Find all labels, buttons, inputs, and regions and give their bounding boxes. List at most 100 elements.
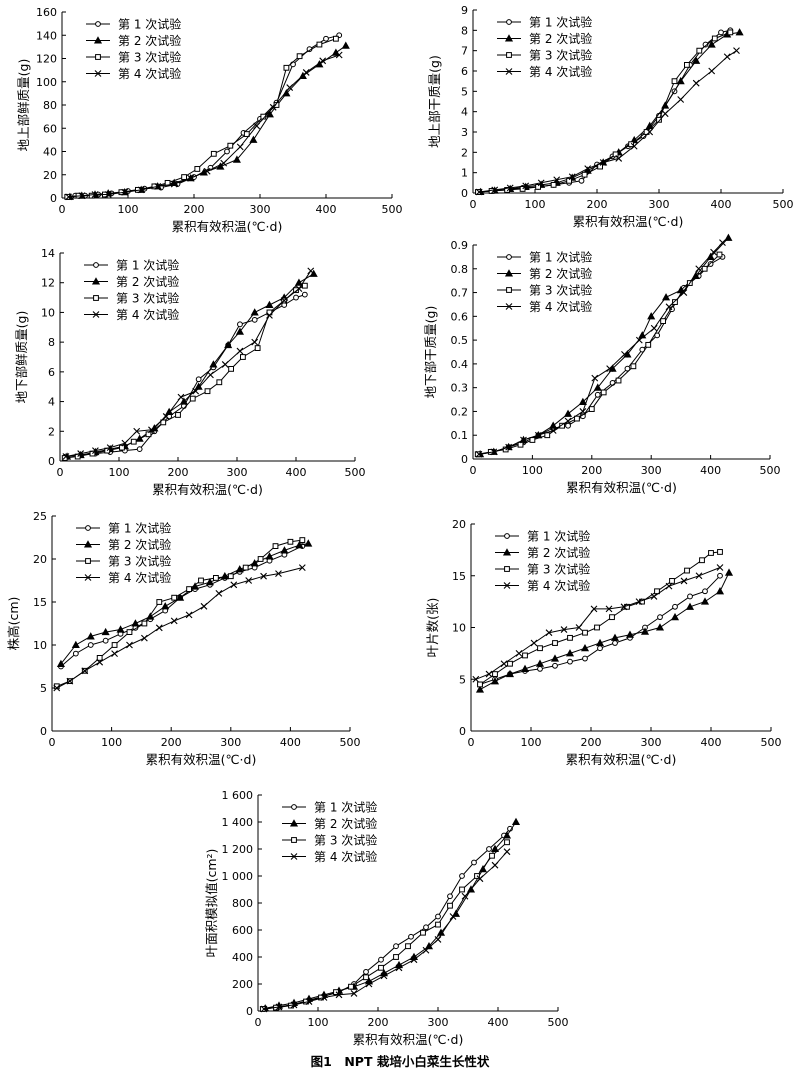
x-tick-label: 300 [641,464,662,477]
series-line [67,273,314,457]
series-4 [260,848,511,1013]
data-point [409,952,419,961]
x-tick-label: 0 [59,203,66,216]
series-3 [475,29,734,195]
data-point [96,658,104,666]
legend-label: 第 2 次试验 [108,537,171,552]
x-tick-label: 0 [57,466,64,479]
data-point [471,859,477,866]
y-tick-label: 40 [43,146,57,159]
data-point [316,41,323,48]
data-point [530,639,538,647]
x-tick-label: 300 [428,1016,449,1029]
data-point [363,968,369,975]
y-tick-label: 10 [33,639,47,652]
data-point [203,167,211,175]
y-tick-label: 0 [40,725,47,738]
legend-marker [506,19,512,25]
data-point [295,541,304,549]
data-point [227,573,234,580]
data-point [228,365,234,372]
data-point [299,537,306,543]
data-point [232,155,241,163]
data-point [485,670,493,678]
x-tick-label: 200 [581,464,602,477]
data-point [549,421,558,429]
data-point [545,629,553,637]
data-point [461,892,469,900]
series-1 [476,27,734,195]
y-tick-label: 5 [459,673,466,686]
y-tick-label: 0.4 [451,358,469,371]
data-point [192,387,200,395]
legend-marker [92,311,100,318]
data-point [335,51,343,59]
legend-label: 第 3 次试验 [108,554,171,569]
legend-label: 第 3 次试验 [116,291,179,306]
y-tick-label: 20 [43,169,57,182]
y-tick-label: 2 [48,425,55,438]
x-tick-label: 100 [522,464,543,477]
data-point [680,289,688,296]
y-tick-label: 25 [33,510,47,523]
data-point [136,446,143,453]
y-tick-label: 0 [461,187,468,200]
x-tick-label: 0 [470,198,477,211]
legend-label: 第 3 次试验 [529,48,592,63]
data-point [676,76,685,85]
figure-caption: 图1 NPT 栽培小白菜生长性状 [311,1054,490,1069]
data-point [717,572,723,579]
data-point [251,338,259,346]
data-point [537,666,543,672]
data-point [716,564,724,571]
data-point [594,624,600,631]
legend-label: 第 3 次试验 [118,50,181,65]
data-point [220,571,229,580]
data-point [283,64,290,71]
data-point [106,444,114,452]
legend-label: 第 4 次试验 [314,849,377,864]
series-3 [259,839,510,1012]
data-point [245,577,253,584]
data-point [505,443,513,451]
series-4 [472,564,724,683]
legend-label: 第 1 次试验 [527,529,590,544]
x-tick-label: 300 [250,203,271,216]
data-point [695,572,703,580]
y-tick-label: 0 [459,725,466,738]
data-point [378,964,384,971]
data-point [96,655,103,661]
data-point [578,177,585,184]
x-tick-label: 500 [382,203,403,216]
data-point [181,174,187,180]
series-4 [65,51,343,201]
x-tick-label: 200 [368,1016,389,1029]
data-point [672,299,678,305]
data-point [305,998,313,1005]
data-point [560,626,568,633]
y-tick-label: 8 [48,336,55,349]
data-point [535,659,545,667]
data-point [599,159,607,166]
data-point [522,652,528,659]
y-tick-label: 0.6 [451,310,469,323]
data-point [272,543,279,550]
data-point [656,116,662,123]
legend-marker [289,819,299,827]
data-point [296,53,303,60]
series-4 [62,267,315,460]
data-point [606,365,614,373]
y-axis-label: 地上部鲜质量(g) [16,59,31,152]
y-axis-label: 地上部干质量(g) [427,55,442,148]
data-point [699,557,705,564]
data-point [724,568,734,576]
data-point [242,564,249,571]
data-point [564,417,572,425]
y-tick-label: 800 [232,897,253,910]
data-point [574,415,580,422]
data-point [595,638,605,647]
legend-label: 第 1 次试验 [529,15,592,30]
data-point [186,586,192,593]
data-point [655,623,665,631]
data-point [588,406,595,412]
